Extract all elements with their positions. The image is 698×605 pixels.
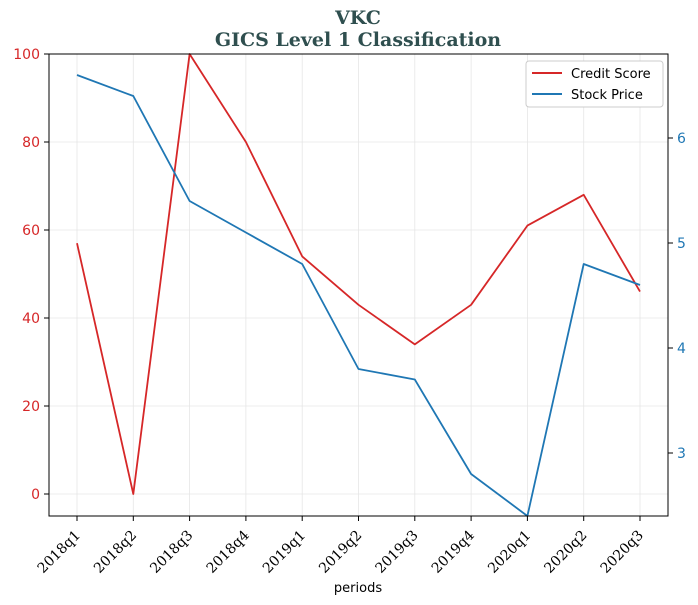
right-y-tick-label: 5 (677, 236, 686, 252)
legend: Credit Score Stock Price (525, 60, 664, 108)
left-y-tick-label: 100 (13, 47, 40, 63)
left-y-tick-label: 40 (22, 311, 40, 327)
series-line-credit-score (76, 53, 641, 495)
x-tick-label: 2018q3 (147, 528, 196, 577)
x-tick-label: 2018q1 (35, 528, 84, 577)
x-axis-label: periods (334, 581, 382, 596)
legend-label-stock-price: Stock Price (571, 88, 643, 103)
right-y-tick-label: 3 (677, 446, 686, 462)
x-tick-label: 2019q4 (429, 527, 478, 576)
left-y-tick-label: 60 (22, 223, 40, 239)
left-y-tick-label: 20 (22, 399, 40, 415)
chart-subtitle: GICS Level 1 Classification (215, 29, 501, 51)
right-y-tick-label: 4 (677, 341, 686, 357)
x-tick-label: 2018q4 (204, 527, 253, 576)
x-tick-label: 2019q1 (260, 528, 309, 577)
x-tick-label: 2018q2 (91, 528, 140, 577)
x-tick-label: 2019q2 (316, 528, 365, 577)
grid (49, 53, 668, 516)
x-tick-label: 2020q1 (485, 528, 534, 577)
x-tick-label: 2020q2 (541, 528, 590, 577)
left-y-tick-label: 80 (22, 135, 40, 151)
series-line-stock-price (76, 74, 641, 517)
legend-label-credit-score: Credit Score (571, 67, 651, 82)
right-axis: 3 4 5 6 (668, 131, 686, 462)
chart-title: VKC (334, 7, 381, 29)
left-axis: 0 20 40 60 80 100 (13, 47, 49, 503)
x-tick-label: 2019q3 (372, 528, 421, 577)
right-y-tick-label: 6 (677, 131, 686, 147)
x-tick-label: 2020q3 (598, 528, 647, 577)
series-layer (76, 53, 641, 517)
x-axis: 2018q1 2018q2 2018q3 2018q4 2019q1 2019q2 2019… (35, 516, 647, 577)
left-y-tick-label: 0 (31, 487, 40, 503)
